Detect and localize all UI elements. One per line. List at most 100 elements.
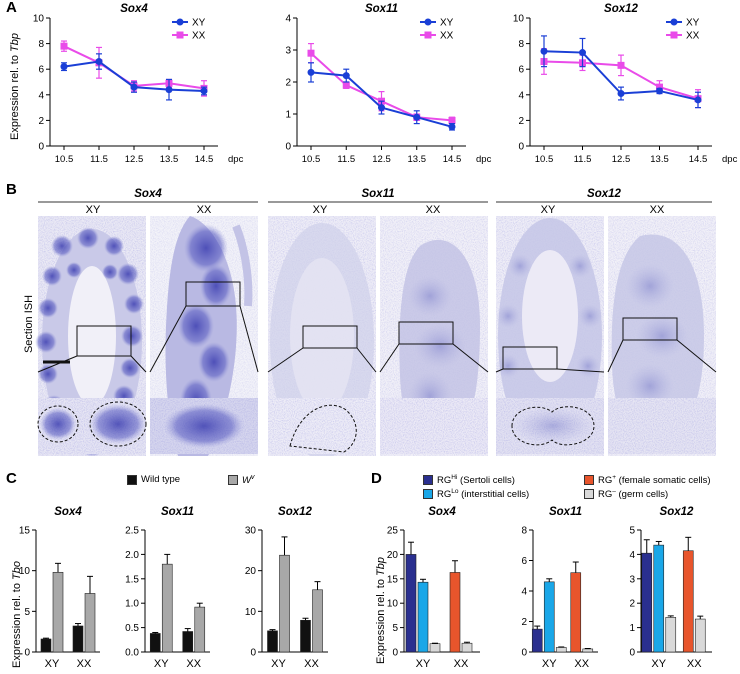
bar	[449, 572, 461, 653]
data-point	[579, 49, 586, 57]
x-tick-label: 13.5	[408, 154, 427, 165]
y-tick-label: 2	[518, 116, 524, 127]
y-tick-label: 1	[629, 623, 635, 634]
bar	[543, 581, 555, 653]
y-tick-label: 1.5	[125, 574, 139, 585]
bar	[149, 633, 161, 653]
panel-label-b: B	[6, 181, 17, 198]
chart-title: Sox11	[549, 506, 582, 518]
data-point	[656, 87, 663, 95]
bar	[653, 544, 665, 653]
y-tick-label: 6	[521, 556, 527, 567]
x-tick-label: 14.5	[195, 154, 214, 165]
y-tick-label: 10	[513, 14, 525, 25]
x-unit-label: dpc	[228, 154, 244, 165]
data-point	[95, 58, 103, 66]
data-point	[165, 86, 173, 94]
legend-label: XY	[686, 18, 700, 29]
data-point	[694, 96, 702, 104]
line-chart-sox12: 0 2 4 6 8 10 10.5 11.5 12.5 13.5 14.5 dpc Sox12 XY XX	[513, 3, 738, 165]
data-point	[60, 63, 68, 71]
y-tick-label: 2	[38, 116, 44, 127]
data-point	[200, 87, 208, 95]
x-tick-label: XY	[651, 658, 666, 670]
data-point	[617, 61, 625, 69]
bar	[405, 554, 417, 653]
x-tick-label: 11.5	[574, 154, 592, 165]
y-tick-label: 20	[387, 550, 399, 561]
y-tick-label: 25	[387, 526, 399, 537]
y-tick-label: 2.0	[125, 550, 139, 561]
y-tick-label: 6	[38, 65, 44, 76]
data-point	[342, 72, 350, 80]
y-tick-label: 8	[521, 526, 527, 537]
x-tick-label: 13.5	[650, 154, 669, 165]
y-tick-label: 4	[38, 90, 44, 101]
y-tick-label: 0	[629, 648, 635, 659]
bar	[417, 581, 429, 653]
data-point	[342, 81, 350, 89]
bar-chart-d-sox4: 0 5 10 15 20 25 Sox4 XY XX	[387, 506, 480, 670]
bar	[665, 617, 677, 653]
bar	[194, 606, 206, 653]
bar	[582, 648, 594, 653]
legend-label-wv: Wv	[242, 474, 255, 487]
bar	[429, 643, 441, 653]
chart-title: Sox12	[278, 506, 312, 518]
x-tick-label: XX	[574, 658, 589, 670]
panel-d-legend-rgplus: RG+ (female somatic cells)	[584, 474, 711, 486]
ish-sox12-xy: XY	[541, 204, 556, 216]
ish-zoom-insets	[37, 398, 716, 454]
ish-inset-boxes	[37, 281, 717, 373]
bar	[161, 563, 173, 653]
data-point	[130, 83, 138, 91]
ish-sox12-xx: XX	[650, 204, 665, 216]
legend-label-rgminus: RG– (germ cells)	[598, 488, 669, 501]
bar	[312, 589, 323, 653]
x-tick-label: 14.5	[689, 154, 708, 165]
legend-swatch-rgminus	[584, 489, 594, 500]
y-tick-label: 3	[629, 574, 635, 585]
y-tick-label: 8	[518, 39, 524, 50]
legend-marker	[670, 18, 678, 26]
legend-label: XY	[192, 18, 206, 29]
data-point	[540, 47, 548, 55]
y-tick-label: 6	[518, 65, 524, 76]
y-tick-label: 2	[285, 78, 291, 89]
legend-marker	[176, 31, 184, 39]
ish-gene-sox4: Sox4	[134, 188, 162, 200]
x-tick-label: XY	[416, 658, 431, 670]
bar-chart-c-sox12: 0 10 20 30 Sox12 XY XX	[245, 506, 328, 670]
bar-chart-c-sox11: 0.0 0.5 1.0 1.5 2.0 2.5 Sox11 XY XX	[125, 506, 210, 670]
ish-headers-and-images: Sox4 Sox11 Sox12 XY XX XY XX XY XX Secti…	[23, 188, 717, 456]
panel-cd-bar-charts: Expression rel. to Tbo Expression rel. t…	[11, 506, 712, 670]
legend-marker	[424, 18, 432, 26]
y-tick-label: 10	[245, 607, 257, 618]
y-tick-label: 1	[285, 110, 291, 121]
y-tick-label: 4	[521, 587, 527, 598]
chart-title: Sox4	[54, 506, 82, 518]
y-tick-label: 5	[629, 526, 635, 537]
legend-label: XY	[440, 18, 454, 29]
ish-side-label: Section ISH	[23, 295, 35, 353]
y-tick-label: 1.0	[125, 599, 139, 610]
x-tick-label: 12.5	[372, 154, 391, 165]
data-point	[617, 90, 625, 98]
x-tick-label: 10.5	[302, 154, 321, 165]
y-tick-label: 0.5	[125, 623, 139, 634]
x-tick-label: XX	[687, 658, 702, 670]
ish-gene-sox11: Sox11	[361, 188, 394, 200]
y-tick-label: 3	[285, 46, 291, 57]
chart-title: Sox12	[660, 506, 694, 518]
x-tick-label: XX	[304, 658, 319, 670]
x-tick-label: 14.5	[443, 154, 462, 165]
data-point	[307, 68, 315, 76]
y-tick-label: 4	[629, 550, 635, 561]
chart-title: Sox11	[161, 506, 194, 518]
x-tick-label: 12.5	[125, 154, 144, 165]
bar	[267, 630, 278, 653]
legend-label-rghi: RGHi (Sertoli cells)	[437, 474, 515, 487]
bar	[52, 571, 64, 653]
ish-sox4-xy: XY	[86, 204, 101, 216]
panel-d-legend-rghi: RGHi (Sertoli cells)	[423, 474, 515, 486]
